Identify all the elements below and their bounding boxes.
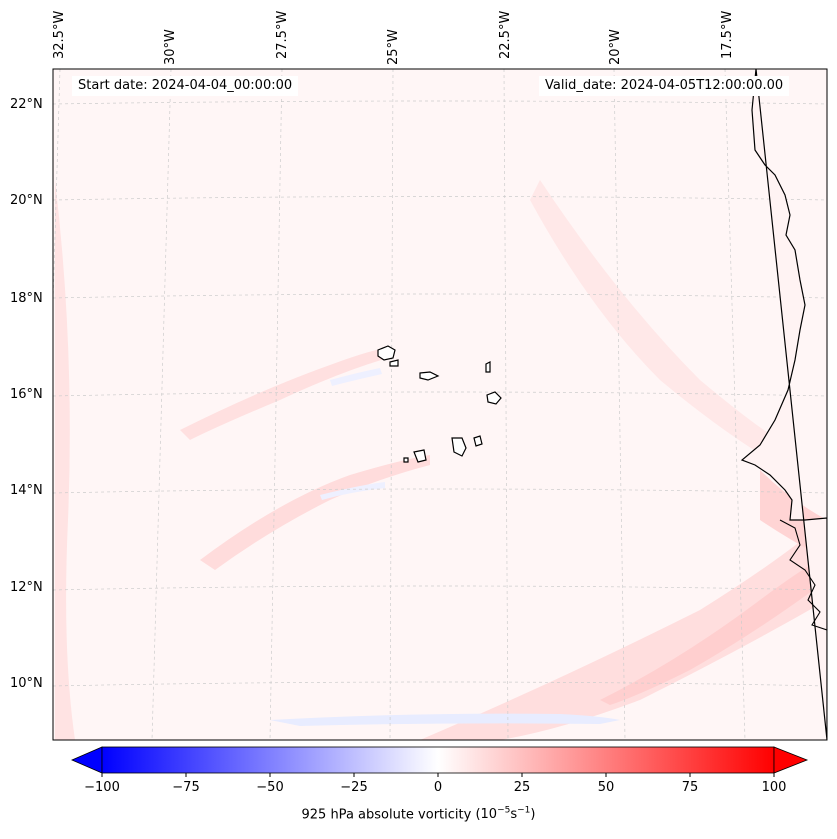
lon-label: 22.5°W bbox=[498, 10, 513, 59]
colorbar-tick-label: 0 bbox=[433, 780, 443, 795]
colorbar-low-extend bbox=[70, 746, 103, 774]
lat-label: 10°N bbox=[10, 676, 43, 691]
lon-label: 27.5°W bbox=[275, 10, 290, 59]
negative-vorticity-streak bbox=[320, 482, 385, 500]
colorbar-high-extend bbox=[773, 746, 809, 774]
lat-label: 14°N bbox=[10, 483, 43, 498]
vorticity-streak-capeverde bbox=[200, 455, 430, 570]
lon-label: 20°W bbox=[608, 29, 623, 65]
negative-vorticity-band bbox=[270, 713, 620, 726]
lon-label: 25°W bbox=[386, 29, 401, 65]
colorbar-tick-label: 100 bbox=[761, 780, 787, 795]
map-frame bbox=[52, 68, 828, 741]
colorbar-tick-label: −75 bbox=[172, 780, 200, 795]
start-date: Start date: 2024-04-04_00:00:00 bbox=[72, 76, 299, 96]
colorbar-tick-label: 50 bbox=[597, 780, 615, 795]
lat-label: 12°N bbox=[10, 580, 43, 595]
lon-label: 32.5°W bbox=[52, 10, 67, 59]
colorbar bbox=[101, 746, 775, 774]
lat-label: 20°N bbox=[10, 193, 43, 208]
vorticity-streak-north bbox=[180, 348, 388, 440]
colorbar-units: (10−5s−1) bbox=[475, 806, 536, 823]
colorbar-tick-label: −25 bbox=[340, 780, 368, 795]
colorbar-tick-label: −50 bbox=[256, 780, 284, 795]
africa-coastline bbox=[740, 69, 827, 740]
lat-label: 22°N bbox=[10, 97, 43, 112]
vorticity-west-edge bbox=[55, 180, 75, 740]
gambia-river-coast bbox=[779, 519, 827, 631]
lat-label: 18°N bbox=[10, 291, 43, 306]
vorticity-band-south-inner bbox=[600, 555, 827, 705]
colorbar-title-text: 925 hPa absolute vorticity bbox=[301, 807, 472, 823]
valid-date: Valid_date: 2024-04-05T12:00:00.00 bbox=[539, 76, 790, 96]
colorbar-title: 925 hPa absolute vorticity (10−5s−1) bbox=[0, 806, 837, 822]
lat-label: 16°N bbox=[10, 387, 43, 402]
colorbar-tick-label: 75 bbox=[681, 780, 699, 795]
graticule bbox=[53, 69, 827, 740]
cabo-verde-islands bbox=[377, 345, 502, 463]
colorbar-tick-label: 25 bbox=[513, 780, 531, 795]
colorbar-tick-label: −100 bbox=[84, 780, 120, 795]
lon-label: 17.5°W bbox=[720, 10, 735, 59]
colorbar-ticks bbox=[101, 773, 775, 777]
vorticity-east-diagonal bbox=[530, 180, 780, 460]
negative-vorticity-streak-2 bbox=[330, 368, 382, 386]
lon-label: 30°W bbox=[163, 29, 178, 65]
